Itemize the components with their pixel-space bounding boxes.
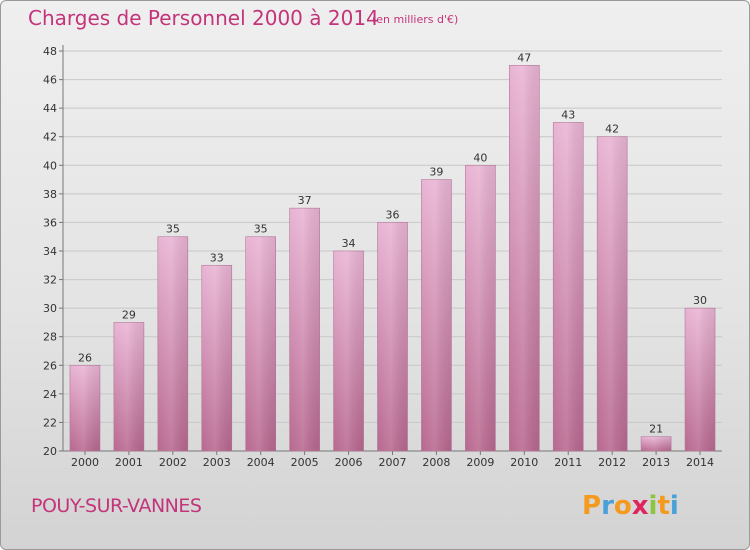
y-tick-label: 22 [43, 416, 57, 429]
y-tick-label: 20 [43, 445, 57, 458]
x-tick-label: 2001 [115, 456, 143, 469]
y-tick-label: 46 [43, 74, 57, 87]
y-tick-label: 38 [43, 188, 57, 201]
value-label: 47 [517, 51, 531, 64]
value-label: 43 [561, 108, 575, 121]
bar-shine [245, 236, 276, 451]
logo-letter: i [648, 491, 658, 521]
bar-shine [553, 122, 584, 451]
value-label: 39 [429, 166, 443, 179]
x-tick-label: 2013 [642, 456, 670, 469]
bar-shine [641, 436, 672, 451]
x-tick-label: 2000 [71, 456, 99, 469]
value-label: 36 [386, 208, 400, 221]
value-label: 21 [649, 423, 663, 436]
value-label: 35 [166, 223, 180, 236]
y-tick-label: 24 [43, 388, 57, 401]
y-tick-label: 40 [43, 159, 57, 172]
x-tick-label: 2005 [291, 456, 319, 469]
y-tick-label: 42 [43, 131, 57, 144]
bar-shine [201, 265, 232, 451]
x-tick-label: 2011 [554, 456, 582, 469]
logo-letter: o [613, 491, 632, 521]
bar-shine [289, 208, 320, 451]
commune-name: POUY-SUR-VANNES [31, 495, 202, 517]
value-label: 40 [473, 151, 487, 164]
y-tick-label: 30 [43, 302, 57, 315]
value-label: 26 [78, 351, 92, 364]
x-tick-label: 2010 [510, 456, 538, 469]
chart-subtitle: (en milliers d'€) [372, 13, 459, 26]
value-label: 34 [342, 237, 356, 250]
value-label: 42 [605, 123, 619, 136]
value-label: 29 [122, 308, 136, 321]
bar-shine [509, 65, 540, 452]
logo-letter: P [582, 491, 602, 521]
bar-shine [685, 308, 716, 451]
bar-shine [333, 251, 364, 451]
value-label: 33 [210, 251, 224, 264]
x-tick-label: 2004 [247, 456, 275, 469]
y-tick-label: 36 [43, 216, 57, 229]
bar-layer [69, 64, 716, 452]
x-tick-label: 2007 [379, 456, 407, 469]
value-label: 35 [254, 223, 268, 236]
x-tick-label: 2012 [598, 456, 626, 469]
y-tick-label: 44 [43, 102, 57, 115]
proxiti-logo[interactable]: Proxiti [582, 491, 679, 521]
chart-title: Charges de Personnel 2000 à 2014 [28, 6, 379, 30]
x-tick-label: 2008 [422, 456, 450, 469]
bar-shine [157, 236, 188, 451]
x-tick-label: 2006 [335, 456, 363, 469]
y-tick-label: 26 [43, 359, 57, 372]
logo-letter: x [631, 491, 649, 521]
logo-letter: t [657, 491, 670, 521]
bar-shine [377, 222, 408, 451]
bar-shine [597, 136, 628, 451]
bar-shine [465, 165, 496, 452]
label-layer: 26 2000 29 2001 35 2002 33 2003 35 2004 37 2005 34 20… [71, 51, 714, 469]
value-label: 37 [298, 194, 312, 207]
bar-shine [69, 365, 100, 451]
x-tick-label: 2014 [686, 456, 714, 469]
y-tick-label: 28 [43, 331, 57, 344]
logo-letter: i [669, 491, 679, 521]
y-tick-label: 34 [43, 245, 57, 258]
y-tick-label: 32 [43, 274, 57, 287]
logo-letter: r [601, 491, 614, 521]
bar-shine [421, 179, 452, 452]
x-tick-label: 2009 [466, 456, 494, 469]
y-tick-label: 48 [43, 45, 57, 58]
value-label: 30 [693, 294, 707, 307]
x-tick-label: 2002 [159, 456, 187, 469]
bar-shine [113, 322, 144, 451]
x-tick-label: 2003 [203, 456, 231, 469]
